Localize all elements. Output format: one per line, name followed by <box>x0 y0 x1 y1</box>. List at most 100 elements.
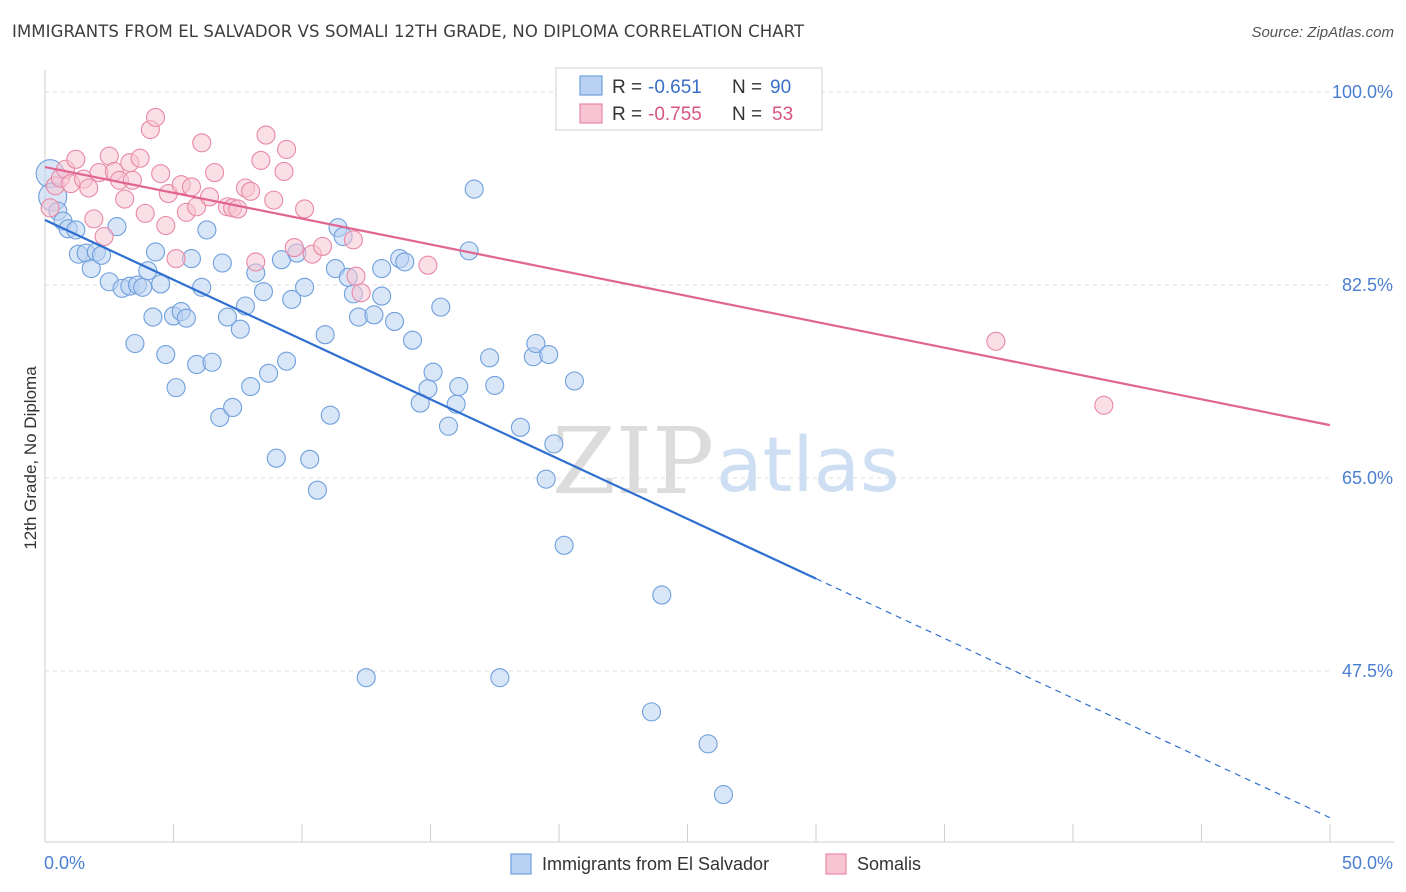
y-tick-label: 65.0% <box>1342 468 1393 488</box>
x-tick-label: 50.0% <box>1342 853 1393 873</box>
stats-swatch-blue <box>579 75 603 96</box>
el-salvador-point <box>395 252 415 272</box>
el-salvador-point <box>300 449 320 469</box>
tick-labels: 100.0% 82.5% 65.0% 47.5% 0.0% 50.0% <box>44 82 1393 873</box>
y-tick-label: 47.5% <box>1342 661 1393 681</box>
el-salvador-point <box>143 307 163 327</box>
somalis-point <box>295 199 315 219</box>
somalis-point <box>205 163 225 183</box>
somalis-point <box>256 125 276 145</box>
legend-label-el-salvador: Immigrants from El Salvador <box>542 854 769 874</box>
el-salvador-point <box>145 242 166 262</box>
somalis-point <box>166 249 186 269</box>
chart-title: IMMIGRANTS FROM EL SALVADOR VS SOMALI 12… <box>12 22 805 41</box>
el-salvador-point <box>485 375 505 395</box>
y-tick-label: 100.0% <box>1332 82 1393 102</box>
el-salvador-point <box>210 407 230 427</box>
legend-swatch-somalis <box>825 853 847 875</box>
somalis-point <box>79 178 99 198</box>
el-salvador-point <box>223 397 243 418</box>
el-salvador-point <box>431 297 451 317</box>
el-salvador-point <box>564 371 584 391</box>
somalis-point <box>251 150 271 170</box>
el-salvador-point <box>372 258 392 279</box>
el-salvador-point <box>384 311 405 332</box>
somalis-point <box>1094 395 1114 415</box>
el-salvador-point <box>539 344 559 365</box>
el-salvador-point <box>202 352 222 372</box>
stats-box: R = -0.651 N = 90 R = -0.755 N = 53 <box>555 67 823 131</box>
somalis-trend-line <box>44 165 1331 427</box>
watermark-atlas: atlas <box>716 420 900 509</box>
el-salvador-point <box>449 376 469 397</box>
stats-n-label: N = <box>732 77 762 98</box>
stats-n-value-pink: 53 <box>772 104 793 125</box>
watermark: ZIP atlas <box>552 408 900 515</box>
grid-lines <box>45 91 1330 672</box>
el-salvador-point <box>554 535 574 555</box>
series-el-salvador-points <box>35 159 734 805</box>
stats-r-value-blue: -0.651 <box>648 77 702 98</box>
stats-n-label: N = <box>732 104 762 125</box>
somalis-point <box>151 164 171 184</box>
el-salvador-point <box>241 376 261 397</box>
somalis-point <box>181 177 202 197</box>
el-salvador-trend-extension <box>815 578 1331 819</box>
somalis-point <box>346 266 366 286</box>
somalis-point <box>246 252 266 272</box>
el-salvador-point <box>480 348 500 368</box>
el-salvador-point <box>713 785 734 805</box>
somalis-point <box>156 215 176 236</box>
el-salvador-point <box>295 277 315 297</box>
somalis-point <box>130 148 150 168</box>
el-salvador-point <box>266 448 286 468</box>
somalis-point <box>241 181 261 201</box>
el-salvador-point <box>402 330 423 350</box>
somalis-point <box>986 331 1006 351</box>
el-salvador-point <box>356 668 376 688</box>
el-salvador-point <box>166 378 186 398</box>
el-salvador-point <box>107 217 127 237</box>
somalis-point <box>115 189 135 209</box>
somalis-point <box>228 199 248 219</box>
legend-swatch-el-salvador <box>510 853 532 875</box>
el-salvador-point <box>156 344 176 365</box>
el-salvador-point <box>217 307 238 327</box>
el-salvador-point <box>464 179 484 199</box>
el-salvador-point <box>212 253 232 273</box>
somalis-point <box>40 198 60 218</box>
legend: Immigrants from El Salvador Somalis <box>510 853 921 875</box>
somalis-point <box>192 133 212 153</box>
y-tick-label: 82.5% <box>1342 275 1393 295</box>
stats-swatch-pink <box>579 103 603 124</box>
el-salvador-point <box>510 417 531 437</box>
stats-r-label: R = <box>612 77 642 98</box>
y-axis-title: 12th Grade, No Diploma <box>21 366 40 550</box>
stats-r-label: R = <box>612 104 642 125</box>
watermark-zip: ZIP <box>552 408 714 515</box>
somalis-point <box>351 283 371 303</box>
el-salvador-point <box>253 282 274 302</box>
el-salvador-point <box>307 480 327 500</box>
somalis-point <box>84 209 104 229</box>
el-salvador-point <box>536 469 556 489</box>
stats-n-value-blue: 90 <box>770 77 791 98</box>
legend-label-somalis: Somalis <box>857 854 921 874</box>
somalis-point <box>199 187 220 207</box>
el-salvador-point <box>526 333 546 354</box>
el-salvador-point <box>230 319 250 339</box>
el-salvador-point <box>320 405 340 425</box>
somalis-point <box>418 255 438 275</box>
el-salvador-point <box>372 286 392 306</box>
somalis-point <box>135 203 155 223</box>
source-credit: Source: ZipAtlas.com <box>1251 24 1394 41</box>
stats-r-value-pink: -0.755 <box>648 104 702 125</box>
somalis-point <box>66 149 86 169</box>
somalis-point <box>284 238 304 258</box>
el-salvador-point <box>423 362 443 382</box>
el-salvador-point <box>641 702 662 722</box>
el-salvador-point <box>364 305 384 325</box>
somalis-point <box>313 236 333 257</box>
el-salvador-trend-line <box>44 218 817 580</box>
